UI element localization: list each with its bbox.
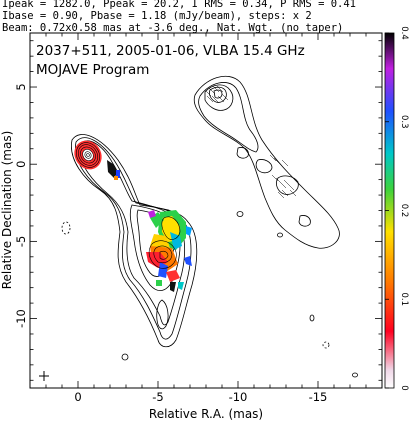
inner-jet-contours <box>71 134 198 348</box>
x-axis-label: Relative R.A. (mas) <box>149 407 263 421</box>
jet-emission <box>61 75 358 378</box>
knot-contours <box>148 216 181 269</box>
y-axis-label: Relative Declination (mas) <box>0 131 14 290</box>
colorbar-tick-label: 0 <box>399 385 409 390</box>
negative-contours <box>61 221 330 349</box>
y-axis-ticks: 5 0 -5 -10 <box>14 40 382 381</box>
program-label: MOJAVE Program <box>36 62 149 78</box>
beam-marker <box>39 371 49 381</box>
map-title: 2037+511, 2005-01-06, VLBA 15.4 GHz <box>36 43 305 59</box>
header-line-3: Beam: 0.72x0.58 mas at -3.6 deg., Nat. W… <box>2 22 344 34</box>
colorbar-tick-label: 0.3 <box>399 115 409 129</box>
colorbar-tick-label: 0.2 <box>399 204 409 218</box>
extended-lobe-contours <box>193 75 340 249</box>
x-tick-label: -5 <box>152 390 163 404</box>
core <box>74 140 120 180</box>
header-line-1: Ipeak = 1282.0, Ppeak = 20.2, I RMS = 0.… <box>2 0 357 10</box>
y-tick-label: 5 <box>14 83 28 90</box>
colorbar-ticks: 0 0.1 0.2 0.3 0.4 <box>385 26 409 391</box>
x-tick-label: -15 <box>309 390 328 404</box>
colorbar-tick-label: 0.1 <box>399 292 409 306</box>
y-tick-label: -10 <box>14 309 28 328</box>
colorbar-tick-label: 0.4 <box>399 26 409 40</box>
header-line-2: Ibase = 0.90, Pbase = 1.18 (mJy/beam), s… <box>2 10 312 22</box>
x-tick-label: -10 <box>229 390 248 404</box>
x-axis-ticks: 0 -5 -10 -15 <box>29 33 383 404</box>
noise-contours <box>121 211 358 378</box>
y-tick-label: 0 <box>14 161 28 168</box>
polarization-ticks <box>204 85 297 199</box>
x-tick-label: 0 <box>74 390 81 404</box>
plot-frame <box>29 32 383 389</box>
y-tick-label: -5 <box>14 236 28 247</box>
